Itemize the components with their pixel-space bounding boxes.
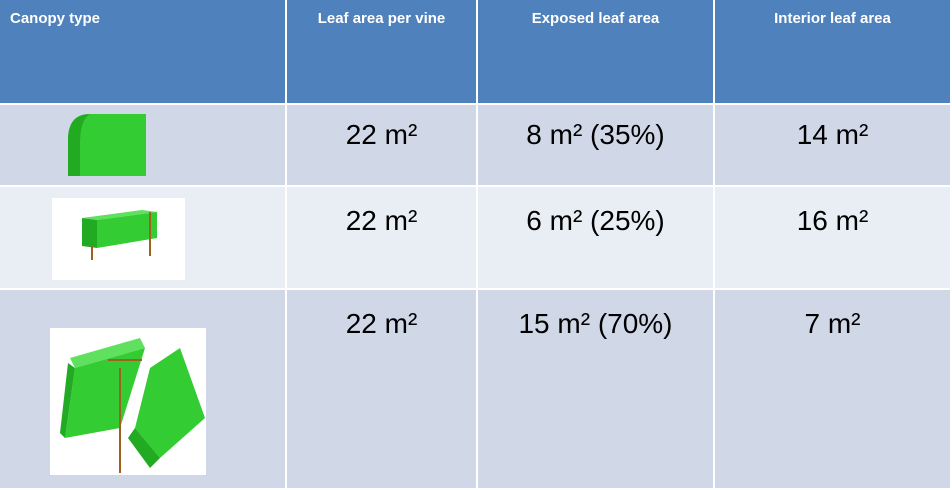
canopy-icon [50,328,206,475]
cell: 14 m² [715,105,952,187]
cell: 22 m² [287,187,478,290]
cell: 6 m² (25%) [478,187,715,290]
cell: 7 m² [715,290,952,490]
cell: 22 m² [287,290,478,490]
canopy-icon [68,114,146,176]
header-cell: Interior leaf area [715,0,952,105]
cell: 22 m² [287,105,478,187]
header-cell: Exposed leaf area [478,0,715,105]
header-cell: Canopy type [0,0,287,105]
cell: 8 m² (35%) [478,105,715,187]
header-cell: Leaf area per vine [287,0,478,105]
cell: 15 m² (70%) [478,290,715,490]
canopy-icon [52,198,185,280]
cell: 16 m² [715,187,952,290]
